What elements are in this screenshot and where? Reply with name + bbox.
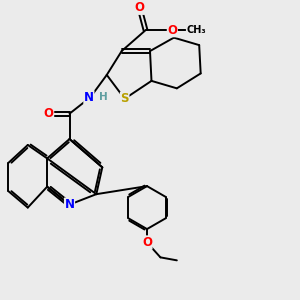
Text: N: N [84,91,94,104]
Text: S: S [120,92,129,105]
Text: O: O [167,24,177,37]
Text: O: O [135,1,145,14]
Text: O: O [44,107,54,120]
Text: O: O [142,236,152,249]
Text: H: H [98,92,107,102]
Text: CH₃: CH₃ [186,25,206,35]
Text: N: N [64,198,74,211]
